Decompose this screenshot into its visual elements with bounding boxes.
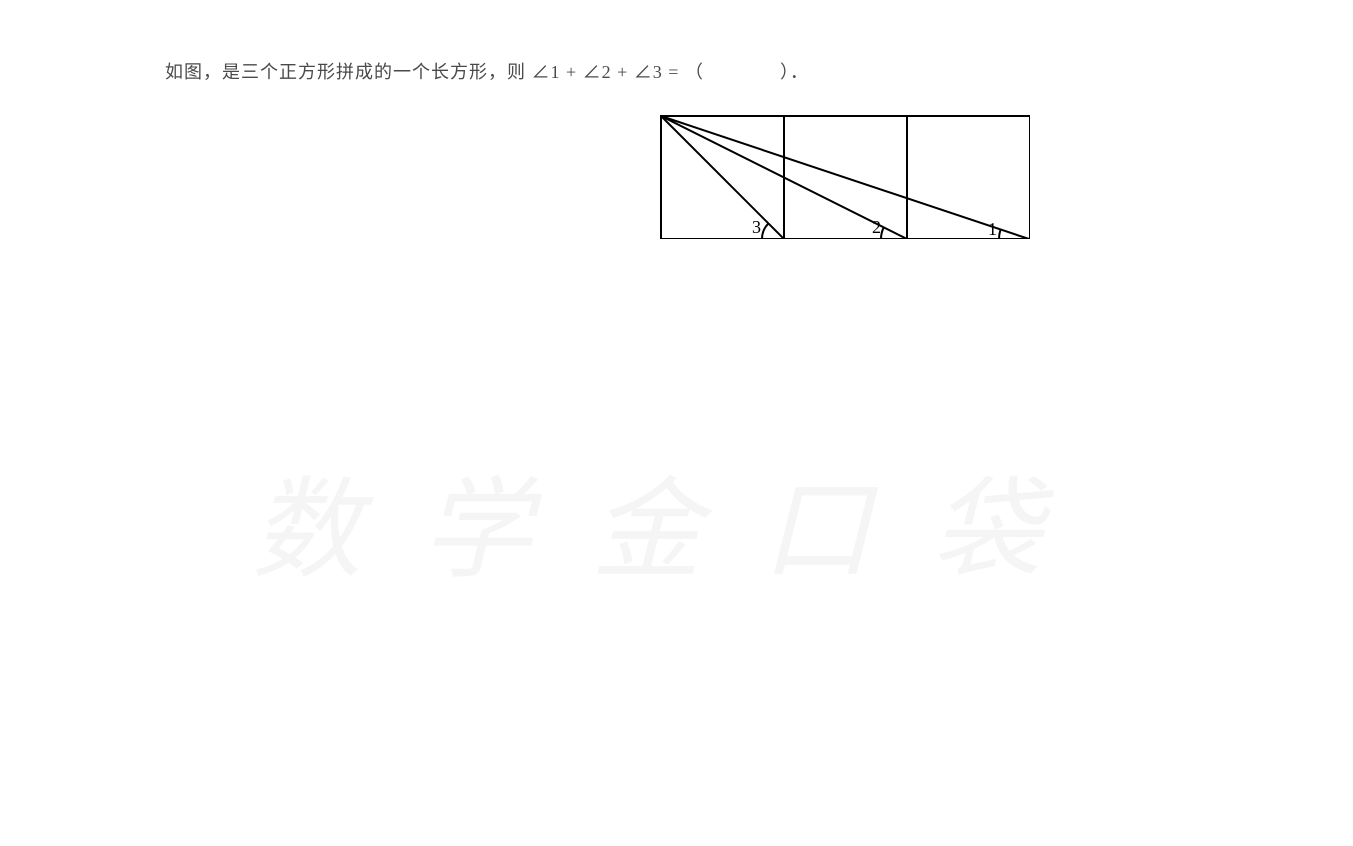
- question-suffix: ）．: [780, 62, 809, 82]
- watermark-text: 数学金口袋: [252, 440, 1102, 600]
- geometry-figure: 3 2 1: [660, 115, 1030, 244]
- svg-text:2: 2: [872, 217, 881, 237]
- question-text: 如图，是三个正方形拼成的一个长方形，则 ∠1 + ∠2 + ∠3 = （ ）．: [165, 58, 809, 84]
- question-blank: [704, 62, 780, 82]
- svg-text:1: 1: [988, 219, 997, 239]
- question-prefix: 如图，是三个正方形拼成的一个长方形，则: [165, 62, 532, 82]
- svg-text:3: 3: [752, 217, 761, 237]
- question-expression: ∠1 + ∠2 + ∠3 = （: [532, 62, 704, 82]
- figure-svg: 3 2 1: [660, 115, 1030, 239]
